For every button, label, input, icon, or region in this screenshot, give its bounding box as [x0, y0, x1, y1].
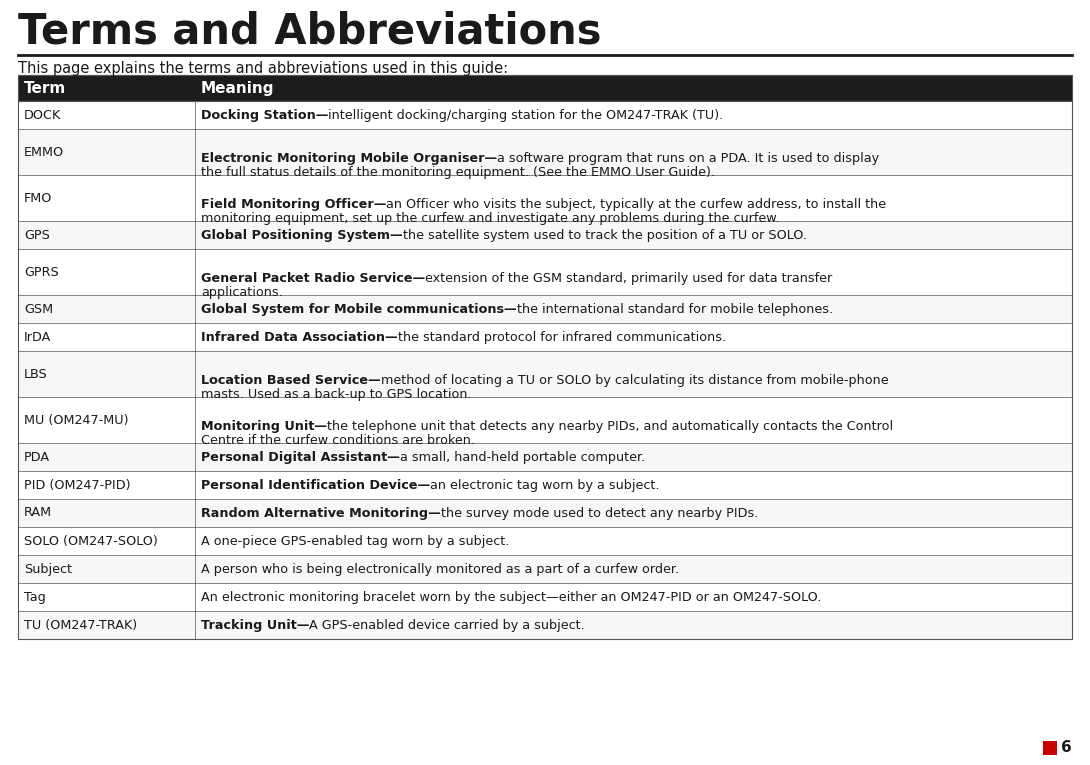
Text: a small, hand-held portable computer.: a small, hand-held portable computer.: [400, 451, 645, 464]
Bar: [19, 323, 1071, 351]
Text: This page explains the terms and abbreviations used in this guide:: This page explains the terms and abbrevi…: [19, 61, 508, 76]
Text: Personal Digital Assistant—: Personal Digital Assistant—: [201, 451, 400, 464]
Bar: [1043, 741, 1057, 755]
Bar: [19, 471, 1071, 499]
Text: intelligent docking/charging station for the OM247-TRAK (TU).: intelligent docking/charging station for…: [328, 109, 724, 122]
Text: A person who is being electronically monitored as a part of a curfew order.: A person who is being electronically mon…: [201, 562, 679, 575]
Text: an electronic tag worn by a subject.: an electronic tag worn by a subject.: [431, 478, 659, 491]
Bar: [19, 75, 1071, 101]
Text: FMO: FMO: [24, 191, 52, 204]
Bar: [19, 351, 1071, 397]
Text: EMMO: EMMO: [24, 145, 64, 158]
Text: Random Alternative Monitoring—: Random Alternative Monitoring—: [201, 506, 440, 519]
Text: method of locating a TU or SOLO by calculating its distance from mobile-phone: method of locating a TU or SOLO by calcu…: [380, 374, 888, 387]
Bar: [19, 221, 1071, 249]
Text: PID (OM247-PID): PID (OM247-PID): [24, 478, 131, 491]
Bar: [19, 129, 1071, 175]
Text: Docking Station—: Docking Station—: [201, 109, 328, 122]
Text: Global Positioning System—: Global Positioning System—: [201, 229, 402, 242]
Text: Monitoring Unit—: Monitoring Unit—: [201, 420, 327, 433]
Text: A GPS-enabled device carried by a subject.: A GPS-enabled device carried by a subjec…: [310, 618, 585, 631]
Text: the international standard for mobile telephones.: the international standard for mobile te…: [517, 302, 833, 315]
Text: the full status details of the monitoring equipment. (See the EMMO User Guide).: the full status details of the monitorin…: [201, 166, 715, 179]
Text: 6: 6: [1061, 741, 1071, 756]
Text: applications.: applications.: [201, 286, 282, 299]
Text: an Officer who visits the subject, typically at the curfew address, to install t: an Officer who visits the subject, typic…: [386, 197, 886, 210]
Text: Global System for Mobile communications—: Global System for Mobile communications—: [201, 302, 517, 315]
Text: the standard protocol for infrared communications.: the standard protocol for infrared commu…: [398, 330, 726, 343]
Text: Centre if the curfew conditions are broken.: Centre if the curfew conditions are brok…: [201, 435, 475, 448]
Text: masts. Used as a back-up to GPS location.: masts. Used as a back-up to GPS location…: [201, 389, 472, 402]
Bar: [19, 611, 1071, 639]
Text: MU (OM247-MU): MU (OM247-MU): [24, 414, 129, 427]
Bar: [19, 499, 1071, 527]
Text: Term: Term: [24, 80, 66, 96]
Text: DOCK: DOCK: [24, 109, 61, 122]
Bar: [19, 397, 1071, 443]
Text: Meaning: Meaning: [201, 80, 275, 96]
Bar: [19, 249, 1071, 295]
Text: SOLO (OM247-SOLO): SOLO (OM247-SOLO): [24, 535, 158, 548]
Text: An electronic monitoring bracelet worn by the subject—either an OM247-PID or an : An electronic monitoring bracelet worn b…: [201, 591, 822, 604]
Text: GPS: GPS: [24, 229, 50, 242]
Bar: [19, 527, 1071, 555]
Text: LBS: LBS: [24, 367, 48, 380]
Bar: [19, 75, 1071, 639]
Text: A one-piece GPS-enabled tag worn by a subject.: A one-piece GPS-enabled tag worn by a su…: [201, 535, 509, 548]
Text: Tag: Tag: [24, 591, 46, 604]
Text: General Packet Radio Service—: General Packet Radio Service—: [201, 272, 425, 285]
Text: GSM: GSM: [24, 302, 53, 315]
Text: RAM: RAM: [24, 506, 52, 519]
Text: the telephone unit that detects any nearby PIDs, and automatically contacts the : the telephone unit that detects any near…: [327, 420, 893, 433]
Text: IrDA: IrDA: [24, 330, 51, 343]
Bar: [19, 583, 1071, 611]
Text: Electronic Monitoring Mobile Organiser—: Electronic Monitoring Mobile Organiser—: [201, 151, 497, 164]
Text: GPRS: GPRS: [24, 265, 59, 278]
Text: monitoring equipment, set up the curfew and investigate any problems during the : monitoring equipment, set up the curfew …: [201, 212, 779, 225]
Text: extension of the GSM standard, primarily used for data transfer: extension of the GSM standard, primarily…: [425, 272, 833, 285]
Text: Field Monitoring Officer—: Field Monitoring Officer—: [201, 197, 386, 210]
Text: TU (OM247-TRAK): TU (OM247-TRAK): [24, 618, 137, 631]
Bar: [19, 555, 1071, 583]
Bar: [19, 175, 1071, 221]
Text: Tracking Unit—: Tracking Unit—: [201, 618, 310, 631]
Text: PDA: PDA: [24, 451, 50, 464]
Text: a software program that runs on a PDA. It is used to display: a software program that runs on a PDA. I…: [497, 151, 880, 164]
Text: Terms and Abbreviations: Terms and Abbreviations: [19, 10, 602, 52]
Bar: [19, 443, 1071, 471]
Bar: [19, 101, 1071, 129]
Bar: [19, 295, 1071, 323]
Text: Subject: Subject: [24, 562, 72, 575]
Text: Location Based Service—: Location Based Service—: [201, 374, 380, 387]
Text: Infrared Data Association—: Infrared Data Association—: [201, 330, 398, 343]
Text: Personal Identification Device—: Personal Identification Device—: [201, 478, 431, 491]
Text: the satellite system used to track the position of a TU or SOLO.: the satellite system used to track the p…: [402, 229, 807, 242]
Text: the survey mode used to detect any nearby PIDs.: the survey mode used to detect any nearb…: [440, 506, 759, 519]
